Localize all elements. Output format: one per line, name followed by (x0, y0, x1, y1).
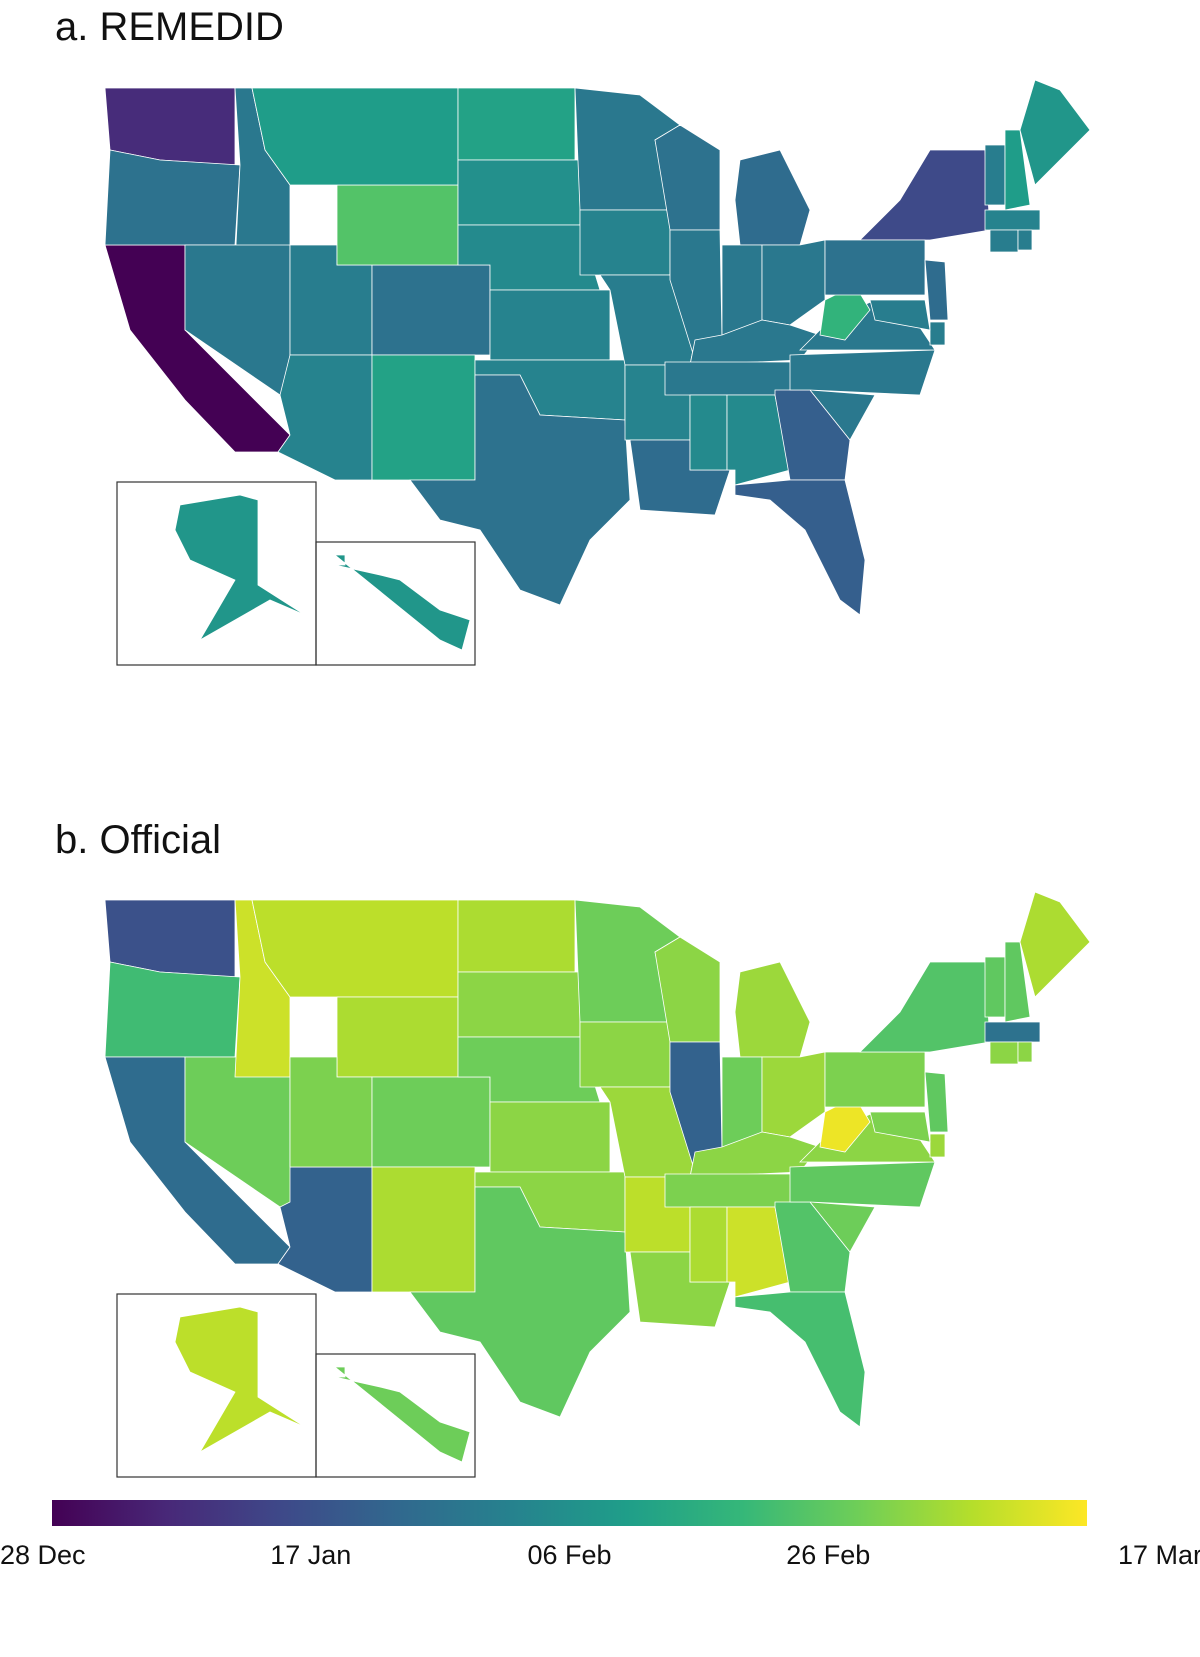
state-nc (789, 349, 936, 396)
state-pa (824, 239, 926, 296)
hawaii-inset-frame (315, 1353, 476, 1478)
state-md (869, 299, 931, 331)
state-sd (457, 971, 581, 1038)
state-wy (336, 996, 459, 1078)
state-in (721, 1056, 763, 1148)
state-ma (984, 1021, 1041, 1043)
state-ak (174, 494, 306, 642)
state-tx (409, 374, 631, 606)
state-me (1019, 891, 1091, 998)
state-ri (1017, 1041, 1033, 1063)
state-az (277, 1166, 373, 1293)
state-nj (924, 259, 949, 321)
panel-b-title: b. Official (55, 818, 221, 862)
state-md (869, 1111, 931, 1143)
state-de (929, 321, 946, 346)
state-mi (734, 961, 811, 1058)
state-in (721, 244, 763, 336)
state-az (277, 354, 373, 481)
map-panel-b (104, 891, 1091, 1478)
legend-tick-label: 17 Mar (1118, 1540, 1200, 1570)
state-ia (579, 1021, 671, 1088)
hawaii-inset-frame (315, 541, 476, 666)
state-ny (859, 961, 991, 1053)
state-ct (989, 1041, 1019, 1065)
state-nh (1004, 941, 1031, 1023)
state-sc (809, 389, 876, 441)
state-nh (1004, 129, 1031, 211)
state-vt (984, 956, 1006, 1018)
state-pa (824, 1051, 926, 1108)
state-ks (489, 1101, 611, 1173)
state-or (104, 149, 241, 246)
state-nm (371, 354, 476, 481)
state-tx (409, 1186, 631, 1418)
state-nd (457, 899, 576, 973)
state-ma (984, 209, 1041, 231)
legend-tick-label: 17 Jan (270, 1540, 352, 1570)
state-co (371, 1076, 491, 1168)
legend-tick-label: 06 Feb (527, 1540, 612, 1570)
state-nj (924, 1071, 949, 1133)
state-vt (984, 144, 1006, 206)
choropleth-maps (104, 79, 1091, 1478)
legend-tick-label: 26 Feb (786, 1540, 871, 1570)
state-ms (689, 394, 728, 471)
state-ri (1017, 229, 1033, 251)
state-nd (457, 87, 576, 161)
state-fl (734, 479, 866, 616)
state-oh (761, 239, 826, 326)
state-wy (336, 184, 459, 266)
color-scale-bar (52, 1500, 1087, 1526)
state-hi (333, 1366, 471, 1463)
state-ks (489, 289, 611, 361)
state-wi (654, 124, 721, 231)
state-nc (789, 1161, 936, 1208)
state-me (1019, 79, 1091, 186)
state-mt (251, 899, 459, 998)
state-de (929, 1133, 946, 1158)
state-ak (174, 1306, 306, 1454)
panel-a-title: a. REMEDID (55, 5, 284, 49)
state-hi (333, 554, 471, 651)
state-sd (457, 159, 581, 226)
state-oh (761, 1051, 826, 1138)
map-panel-a (104, 79, 1091, 666)
state-ms (689, 1206, 728, 1283)
state-wi (654, 936, 721, 1043)
state-or (104, 961, 241, 1058)
state-ia (579, 209, 671, 276)
state-sc (809, 1201, 876, 1253)
state-ct (989, 229, 1019, 253)
state-nm (371, 1166, 476, 1293)
state-co (371, 264, 491, 356)
state-fl (734, 1291, 866, 1428)
legend-tick-label: 28 Dec (0, 1540, 86, 1570)
state-ny (859, 149, 991, 241)
state-mi (734, 149, 811, 246)
state-mt (251, 87, 459, 186)
